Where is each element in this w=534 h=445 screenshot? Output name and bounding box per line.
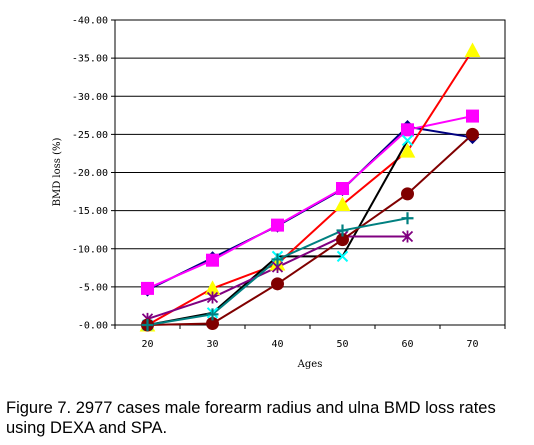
series-markers <box>139 42 481 332</box>
y-tick-label: -20.00 <box>72 168 108 179</box>
x-tick-labels: 20 30 40 50 60 70 <box>141 339 478 350</box>
series-line-6 <box>147 133 474 326</box>
data-point-plus <box>336 224 349 237</box>
x-tick-label: 30 <box>206 339 218 350</box>
data-point-x <box>401 134 414 147</box>
series-line-3 <box>147 49 474 326</box>
data-point-square <box>466 109 479 123</box>
data-point-triangle <box>464 42 481 57</box>
data-point-square <box>336 182 349 196</box>
data-point-square <box>271 218 284 232</box>
y-tick-label: -0.00 <box>78 321 108 332</box>
y-tick-label: -35.00 <box>72 54 108 65</box>
gridlines <box>111 19 506 329</box>
data-point-square <box>141 281 154 295</box>
data-point-plus <box>206 308 219 321</box>
data-point-square <box>206 253 219 267</box>
data-point-circle <box>466 127 479 141</box>
x-tick-label: 20 <box>141 339 153 350</box>
y-tick-label: -5.00 <box>78 282 108 293</box>
data-point-x <box>336 250 349 263</box>
bmd-loss-chart: -0.00 -5.00 -10.00 -15.00 -20.00 -25.00 -30.00… <box>52 16 506 370</box>
y-tick-label: -25.00 <box>72 130 108 141</box>
series-lines <box>147 49 474 326</box>
x-tick-label: 60 <box>401 339 413 350</box>
y-tick-label: -30.00 <box>72 92 108 103</box>
series-line-2 <box>147 115 473 290</box>
data-point-square <box>401 123 414 137</box>
data-point-plus <box>401 212 414 225</box>
x-tick-label: 50 <box>336 339 348 350</box>
x-tick-label: 70 <box>466 339 478 350</box>
figure-caption: Figure 7. 2977 cases male forearm radius… <box>6 399 496 437</box>
data-point-plus <box>271 253 284 266</box>
y-tick-labels: -0.00 -5.00 -10.00 -15.00 -20.00 -25.00 -30.00… <box>72 16 108 332</box>
data-point-circle <box>401 187 414 201</box>
y-tick-label: -15.00 <box>72 206 108 217</box>
x-axis-title: Ages <box>297 359 323 370</box>
data-point-star <box>401 230 414 243</box>
y-tick-label: -40.00 <box>72 16 108 27</box>
y-tick-label: -10.00 <box>72 244 108 255</box>
y-axis-title: BMD loss (%) <box>52 138 63 207</box>
data-point-star <box>206 291 219 304</box>
data-point-circle <box>271 277 284 291</box>
data-point-triangle <box>334 196 351 212</box>
data-point-triangle <box>399 143 416 158</box>
x-tick-label: 40 <box>271 339 283 350</box>
data-point-plus <box>141 319 154 331</box>
